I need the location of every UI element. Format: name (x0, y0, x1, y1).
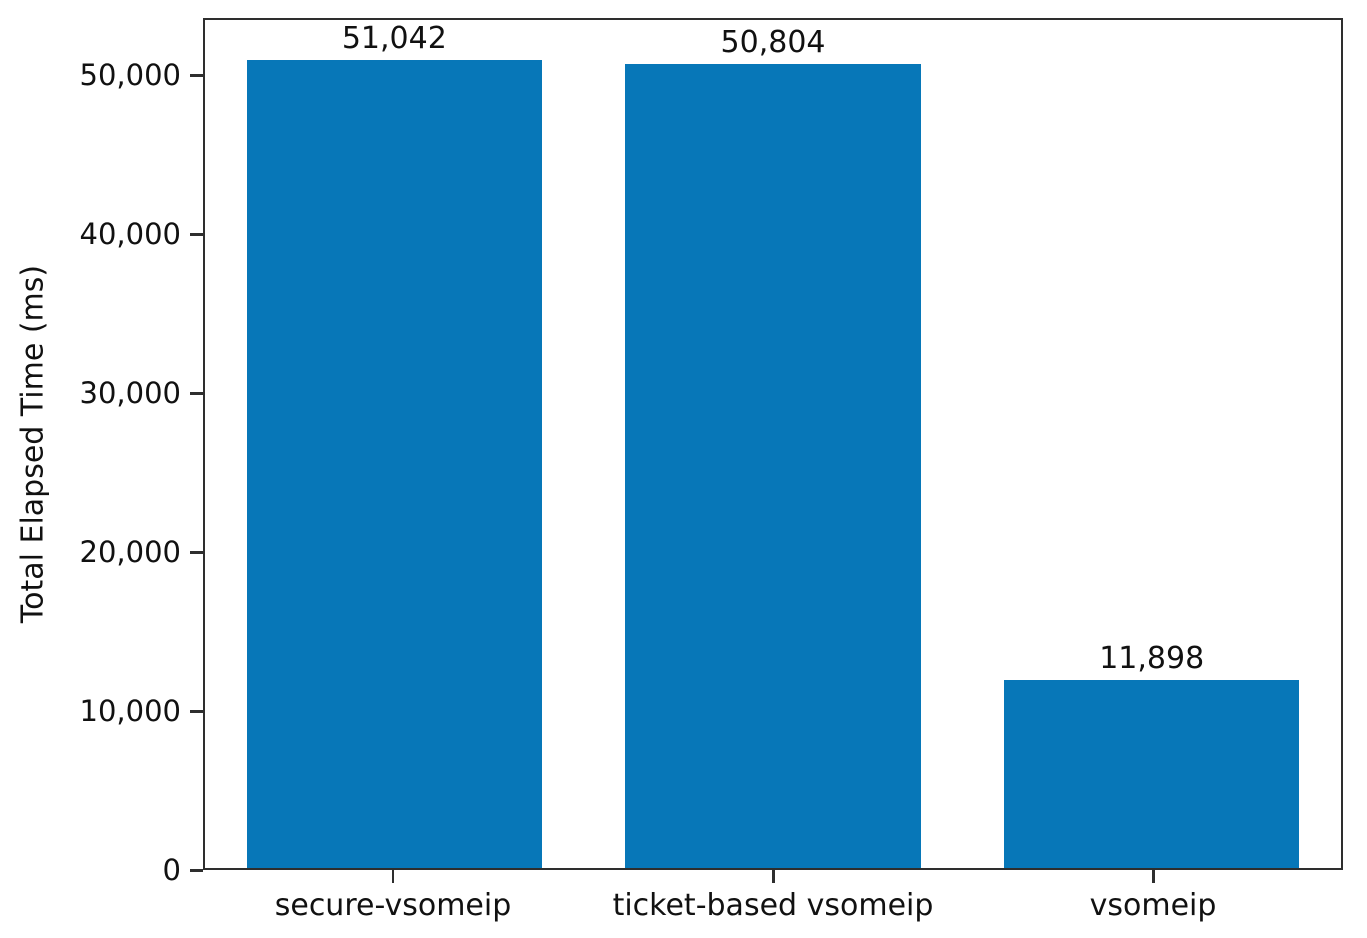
bar-slot-ticket-based vsomeip: 50,804 (584, 20, 963, 868)
y-tick-mark (190, 869, 203, 872)
bar-ticket-based vsomeip (625, 64, 921, 868)
bar-value-label: 50,804 (720, 25, 826, 61)
y-tick-label: 0 (162, 853, 181, 887)
y-tick-label: 20,000 (79, 535, 181, 570)
y-tick-label: 30,000 (79, 376, 181, 411)
bar-slot-vsomeip: 11,898 (962, 20, 1341, 868)
bar-vsomeip (1004, 679, 1300, 868)
bar-secure-vsomeip (246, 60, 543, 868)
x-tick-mark (391, 870, 395, 883)
y-tick-label: 40,000 (79, 217, 181, 252)
x-tick-label-ticket-based vsomeip: ticket-based vsomeip (612, 888, 934, 923)
x-tick-label-vsomeip: vsomeip (1089, 888, 1217, 923)
y-tick-label: 50,000 (79, 58, 181, 93)
y-tick-mark (190, 233, 203, 236)
y-tick-label: 10,000 (79, 694, 181, 729)
y-axis: 0 10,000 20,000 30,000 40,000 50,000 (0, 18, 203, 887)
bar-value-label: 11,898 (1099, 640, 1205, 676)
y-tick-mark (190, 74, 203, 77)
x-tick-label-secure-vsomeip: secure-vsomeip (274, 888, 512, 923)
plot-area: 51,042 50,804 11,898 (203, 18, 1343, 870)
y-tick-mark (190, 710, 203, 713)
bar-slot-secure-vsomeip: 51,042 (205, 20, 584, 868)
x-tick-mark (772, 870, 775, 883)
x-axis: secure-vsomeip ticket-based vsomeip vsomei… (203, 870, 1343, 938)
x-tick-mark (1152, 870, 1155, 883)
y-tick-mark (190, 551, 203, 554)
bar-value-label: 51,042 (341, 21, 447, 57)
y-tick-mark (190, 392, 203, 395)
